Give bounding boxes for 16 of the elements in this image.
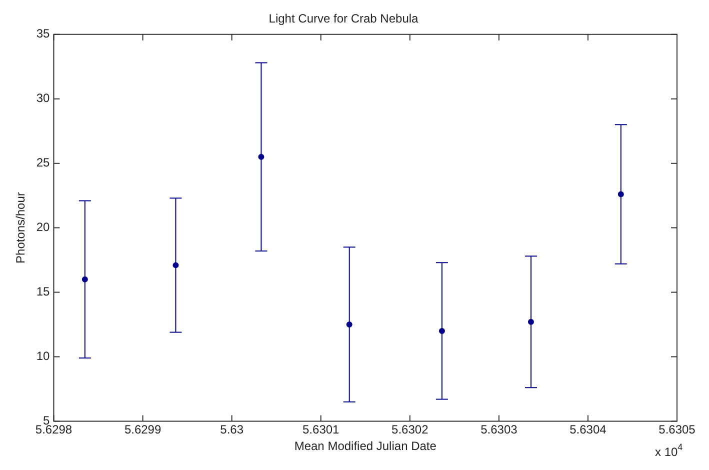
x-tick-label: 5.6299 bbox=[124, 422, 162, 437]
x-tick-label: 5.6304 bbox=[570, 422, 607, 437]
x-tick-label: 5.6303 bbox=[480, 422, 518, 437]
y-axis-title: Photons/hour bbox=[14, 192, 28, 264]
x-tick-label: 5.6305 bbox=[658, 422, 696, 437]
chart-title: Light Curve for Crab Nebula bbox=[268, 12, 419, 26]
x-tick-label: 5.6302 bbox=[392, 422, 429, 437]
y-tick-label: 30 bbox=[36, 91, 50, 106]
x-tick-label: 5.63 bbox=[220, 422, 244, 437]
y-tick-label: 15 bbox=[36, 284, 50, 299]
y-tick-label: 20 bbox=[36, 220, 50, 234]
x-tick-label: 5.6301 bbox=[302, 422, 340, 437]
y-tick-label: 10 bbox=[36, 349, 50, 364]
x-axis-title: Mean Modified Julian Date bbox=[294, 439, 437, 454]
y-tick-label: 25 bbox=[36, 156, 50, 170]
y-tick-label: 35 bbox=[36, 26, 50, 41]
